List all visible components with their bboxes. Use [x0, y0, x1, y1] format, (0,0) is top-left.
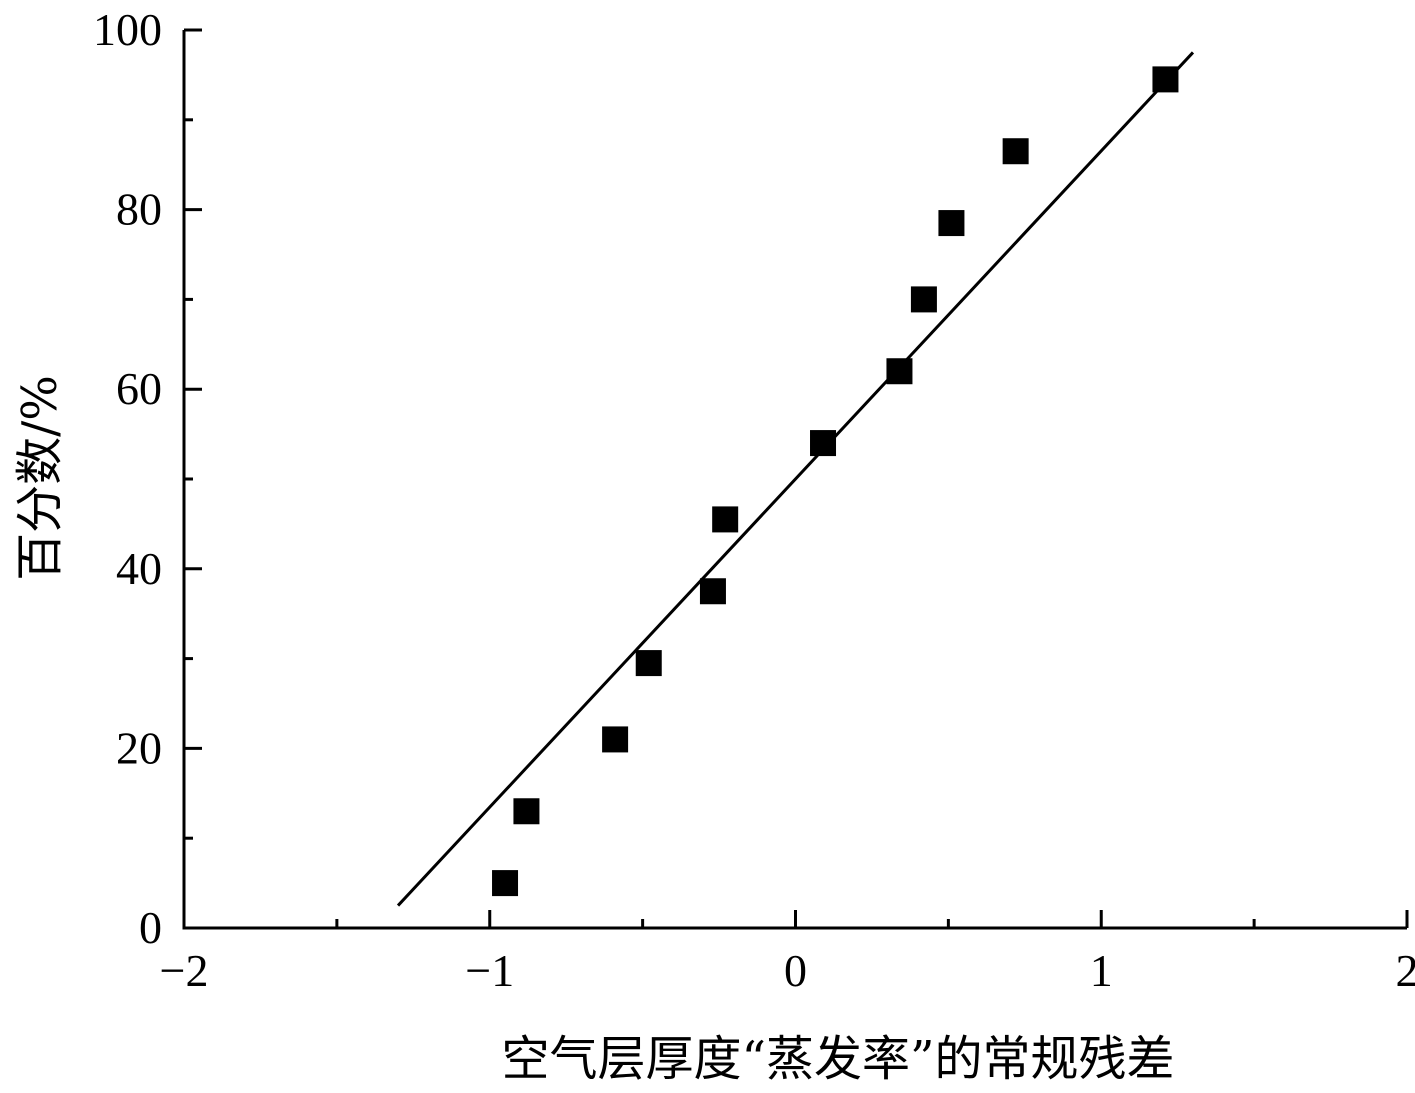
y-axis-ticks: 0 20 40 60 80 100	[93, 4, 202, 953]
y-tick-label: 100	[93, 4, 162, 55]
data-point	[1152, 66, 1179, 93]
y-tick-label: 60	[116, 363, 162, 414]
data-point	[886, 358, 913, 385]
data-point	[602, 726, 629, 753]
data-point	[699, 578, 726, 605]
fit-line	[396, 51, 1195, 907]
y-tick-label: 80	[116, 184, 162, 235]
data-points	[492, 66, 1179, 897]
y-tick-label: 20	[116, 722, 162, 773]
data-point	[492, 870, 519, 897]
y-tick-label: 40	[116, 543, 162, 594]
data-point	[1002, 138, 1029, 165]
y-tick-label: 0	[139, 902, 162, 953]
data-point	[938, 210, 965, 237]
x-tick-label: −2	[160, 945, 209, 996]
data-point	[712, 506, 739, 533]
data-point	[910, 286, 937, 313]
data-point	[810, 430, 837, 457]
x-tick-label: 2	[1396, 945, 1415, 996]
x-tick-label: −1	[465, 945, 514, 996]
x-tick-label: 0	[784, 945, 807, 996]
data-point	[513, 798, 540, 825]
fit-line-group	[396, 51, 1195, 907]
y-axis-title: 百分数/%	[12, 375, 68, 581]
x-axis-title: 空气层厚度“蒸发率”的常规残差	[501, 1031, 1174, 1087]
x-tick-label: 1	[1090, 945, 1113, 996]
data-point	[635, 650, 662, 677]
x-axis-ticks: −2 −1 0 1 2	[160, 910, 1415, 996]
